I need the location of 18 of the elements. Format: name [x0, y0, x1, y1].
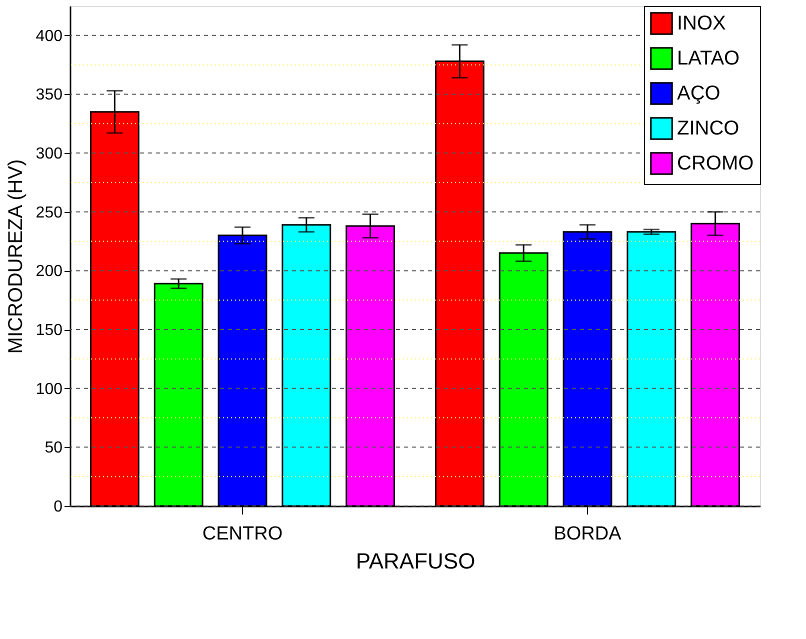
x-tick-label: CENTRO — [202, 524, 283, 544]
legend-label: LATAO — [677, 48, 740, 70]
y-tick-label: 400 — [36, 28, 63, 45]
y-tick-label: 50 — [44, 440, 63, 457]
y-tick-label: 300 — [36, 146, 63, 163]
legend-label: ZINCO — [677, 118, 740, 140]
y-tick-label: 100 — [36, 380, 63, 398]
y-tick-label: 150 — [36, 322, 63, 340]
x-tick-label: BORDA — [554, 524, 622, 544]
y-axis-title: MICRODUREZA (HV) — [4, 159, 27, 354]
legend-label: INOX — [677, 12, 726, 34]
y-tick-label: 200 — [36, 263, 63, 280]
y-tick-label: 350 — [36, 86, 63, 104]
legend-label: CROMO — [677, 152, 754, 174]
legend-label: AÇO — [677, 82, 720, 104]
y-tick-label: 0 — [54, 498, 63, 516]
y-tick-label: 250 — [36, 204, 63, 222]
x-axis-title: PARAFUSO — [356, 548, 476, 574]
